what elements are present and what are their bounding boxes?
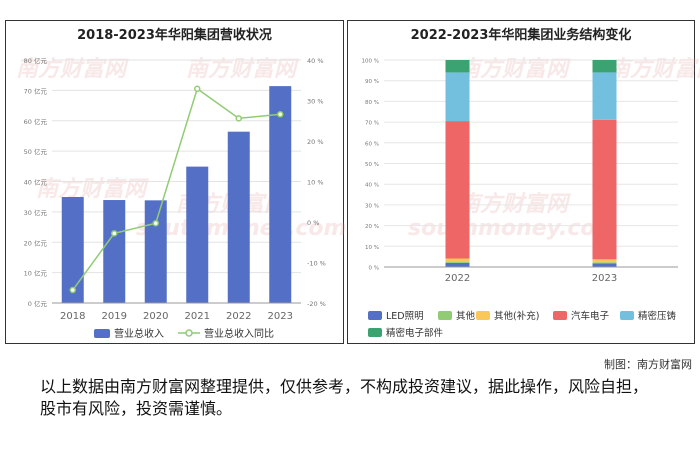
series-line [72, 87, 281, 291]
x-tick-label: 2018 [60, 311, 85, 322]
stacked-bar-segment [445, 262, 470, 267]
revenue-chart-panel: 2018-2023年华阳集团营收状况 南方财富网 南方财富网 南方财富网 南方财… [5, 20, 346, 344]
y-tick-label: 60 亿元 [24, 117, 48, 126]
legend-label: 其他 [456, 310, 476, 322]
x-tick-label: 2023 [268, 311, 293, 322]
y-tick-label: 70 % [365, 121, 379, 127]
y-tick-label: 10 亿元 [24, 269, 48, 278]
stacked-bar-segment [445, 121, 470, 259]
legend-label: 汽车电子 [571, 310, 610, 322]
y-tick-label: 80 % [365, 100, 379, 106]
line-point [152, 219, 159, 227]
legend-swatch [476, 311, 490, 320]
y-tick-label: 60 % [365, 141, 379, 147]
bar [186, 166, 209, 303]
y-tick-label: 50 % [365, 162, 379, 168]
x-tick-label: 2022 [445, 273, 470, 284]
legend-label: 精密压铸 [638, 310, 677, 322]
stacked-bar-segment [445, 60, 470, 73]
legend-swatch-yoy-point [185, 329, 193, 337]
y2-tick-label: 10 % [307, 179, 324, 187]
bar [269, 86, 292, 303]
x-tick-label: 2019 [102, 311, 127, 322]
legend-swatch [620, 311, 634, 320]
line-point [194, 85, 201, 93]
bar [103, 200, 126, 303]
y-tick-label: 30 亿元 [24, 208, 48, 217]
chart-credit: 制图：南方财富网 [604, 358, 692, 371]
y2-tick-label: 0 % [307, 219, 319, 227]
legend-label: 其他(补充) [494, 310, 539, 322]
stacked-bar-segment [445, 72, 470, 122]
y2-tick-label: -20 % [307, 300, 326, 308]
disclaimer-text: 以上数据由南方财富网整理提供，仅供参考，不构成投资建议，据此操作，风险自担，股市… [40, 377, 649, 418]
revenue-chart-svg: 0 亿元 10 亿元 20 亿元 30 亿元 40 亿元 50 亿元 60 亿元 70 亿元 8… [24, 56, 326, 340]
y2-tick-label: -10 % [307, 260, 326, 268]
stacked-bar-segment [445, 258, 470, 262]
x-tick-label: 2020 [143, 311, 168, 322]
y2-tick-label: 30 % [307, 98, 324, 106]
y-tick-label: 80 亿元 [24, 56, 48, 65]
stacked-bar-segment [592, 72, 617, 120]
bar [61, 196, 84, 303]
revenue-chart-title: 2018-2023年华阳集团营收状况 [77, 28, 272, 43]
legend-swatch [368, 328, 382, 337]
stacked-bar-segment [592, 263, 617, 267]
legend-label: 精密电子部件 [386, 327, 444, 339]
y-tick-label: 40 亿元 [24, 178, 48, 187]
stacked-bar-segment [592, 119, 617, 260]
y-tick-label: 90 % [365, 79, 379, 85]
x-tick-label: 2023 [592, 273, 617, 284]
y2-tick-label: 40 % [307, 57, 324, 65]
bar [227, 131, 250, 303]
structure-chart-svg: 0 % 10 % 20 % 30 % 40 % 50 % 60 % 70 % 80 % 90 % 1… [362, 59, 678, 339]
y-tick-label: 0 % [369, 266, 379, 272]
y-tick-label: 40 % [365, 183, 379, 189]
y-tick-label: 20 % [365, 224, 379, 230]
x-tick-label: 2022 [226, 311, 251, 322]
line-point [111, 230, 118, 237]
line-point [235, 115, 242, 122]
legend-label-yoy: 营业总收入同比 [204, 327, 274, 340]
x-tick-label: 2021 [185, 311, 210, 322]
bar [144, 200, 167, 303]
stacked-bar-segment [592, 262, 617, 264]
structure-chart-title: 2022-2023年华阳集团业务结构变化 [410, 28, 632, 43]
structure-chart-panel: 2022-2023年华阳集团业务结构变化 南方财富网 南方财富网 南方财富网 s… [347, 20, 700, 344]
legend-swatch [553, 311, 567, 320]
legend-label: LED照明 [386, 311, 424, 322]
y-tick-label: 10 % [365, 245, 379, 251]
legend-swatch [368, 311, 382, 320]
line-point [69, 286, 76, 294]
stacked-bar-segment [445, 261, 470, 263]
legend-swatch [438, 311, 452, 320]
y-tick-label: 50 亿元 [24, 147, 48, 156]
y-tick-label: 0 亿元 [28, 299, 48, 308]
y2-tick-label: 20 % [307, 138, 324, 146]
legend-label-revenue: 营业总收入 [114, 327, 164, 340]
y-tick-label: 70 亿元 [24, 86, 48, 95]
y-tick-label: 30 % [365, 203, 379, 209]
y-tick-label: 100 % [362, 59, 379, 65]
stacked-bar-segment [592, 60, 617, 73]
y-tick-label: 20 亿元 [24, 238, 48, 247]
legend-swatch-revenue [94, 329, 110, 338]
line-point [277, 111, 284, 118]
stacked-bar-segment [592, 259, 617, 263]
